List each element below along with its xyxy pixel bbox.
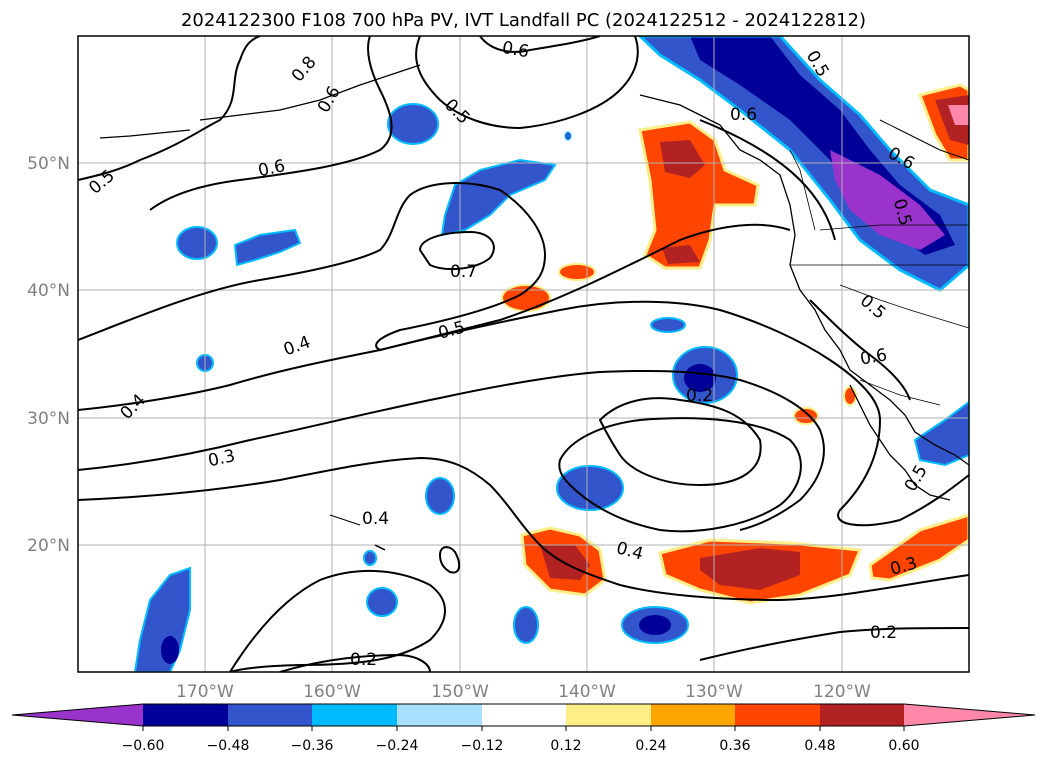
colorbar-bin	[735, 704, 820, 726]
positive-anomaly-south-central-core	[700, 548, 800, 590]
map-title: 2024122300 F108 700 hPa PV, IVT Landfall…	[180, 10, 867, 31]
lat-label-30n: 30°N	[27, 409, 70, 429]
colorbar-extend-high	[904, 704, 1035, 726]
pv-contours	[78, 36, 969, 672]
colorbar: −0.60 −0.48 −0.36 −0.24 −0.12 0.12 0.24 …	[11, 703, 1036, 754]
contour-label: 0.6	[730, 105, 757, 125]
positive-anomaly-small-2	[558, 263, 596, 281]
negative-anomaly-11	[363, 550, 377, 566]
positive-anomaly-south-east	[868, 513, 969, 582]
graticule	[78, 36, 969, 672]
contour-label: 0.2	[350, 650, 377, 670]
lon-label-170w: 170°W	[176, 682, 234, 702]
lat-label-50n: 50°N	[27, 154, 70, 174]
positive-anomaly-small-1	[501, 284, 551, 312]
contour-label: 0.4	[362, 509, 389, 529]
negative-anomaly-7-core	[684, 364, 716, 392]
positive-anomaly-offshore-north-core	[660, 140, 705, 178]
lon-label-130w: 130°W	[685, 682, 743, 702]
lon-label-140w: 140°W	[558, 682, 616, 702]
negative-anomaly-1	[387, 103, 439, 145]
colorbar-tick-label: −0.48	[207, 738, 250, 754]
lon-label-120w: 120°W	[813, 682, 871, 702]
colorbar-ticks	[142, 726, 905, 731]
lon-label-150w: 150°W	[431, 682, 489, 702]
lat-label-40n: 40°N	[27, 281, 70, 301]
negative-anomaly-10	[366, 587, 398, 617]
colorbar-bin	[566, 704, 651, 726]
colorbar-bin	[820, 704, 904, 726]
colorbar-bin	[482, 704, 566, 726]
latitude-labels: 20°N 30°N 40°N 50°N	[27, 154, 70, 556]
positive-anomaly-offshore-north-core2	[662, 245, 700, 264]
shaded-patches	[133, 36, 969, 672]
contour-label: 0.2	[870, 623, 897, 643]
map-frame	[77, 35, 970, 673]
contour-label: 0.6	[500, 38, 530, 62]
negative-anomaly-4	[233, 228, 302, 267]
colorbar-tick-label: −0.36	[291, 738, 334, 754]
longitude-labels: 170°W 160°W 150°W 140°W 130°W 120°W	[176, 682, 871, 702]
negative-anomaly-13-core	[639, 615, 671, 635]
negative-anomaly-9	[425, 477, 455, 515]
colorbar-tick-label: 0.60	[888, 738, 919, 754]
lat-label-20n: 20°N	[27, 536, 70, 556]
colorbar-bin	[312, 704, 397, 726]
negative-anomaly-6	[650, 317, 686, 333]
negative-anomaly-14-core	[161, 636, 179, 664]
negative-anomaly-3	[176, 226, 218, 260]
colorbar-bin	[397, 704, 482, 726]
coastlines	[99, 64, 969, 551]
contour-label: 0.7	[450, 262, 477, 282]
contour-label: 0.2	[686, 386, 713, 406]
colorbar-tick-label: 0.48	[804, 738, 835, 754]
negative-anomaly-12	[513, 606, 539, 644]
lon-label-160w: 160°W	[303, 682, 361, 702]
colorbar-tick-label: 0.36	[719, 738, 750, 754]
colorbar-tick-label: −0.60	[122, 738, 165, 754]
colorbar-extend-low	[12, 704, 143, 726]
negative-anomaly-8	[556, 465, 624, 511]
colorbar-tick-label: −0.12	[461, 738, 504, 754]
colorbar-tick-label: 0.24	[635, 738, 666, 754]
colorbar-tick-labels: −0.60 −0.48 −0.36 −0.24 −0.12 0.12 0.24 …	[122, 738, 920, 754]
negative-anomaly-16	[564, 131, 572, 141]
colorbar-tick-label: 0.12	[550, 738, 581, 754]
contour-label: 0.6	[859, 345, 889, 369]
colorbar-bin	[228, 704, 312, 726]
colorbar-tick-label: −0.24	[376, 738, 419, 754]
positive-anomaly-ne-peak	[948, 105, 969, 125]
positive-anomaly-small-4	[843, 386, 857, 406]
colorbar-bin	[651, 704, 735, 726]
colorbar-bin	[143, 704, 228, 726]
